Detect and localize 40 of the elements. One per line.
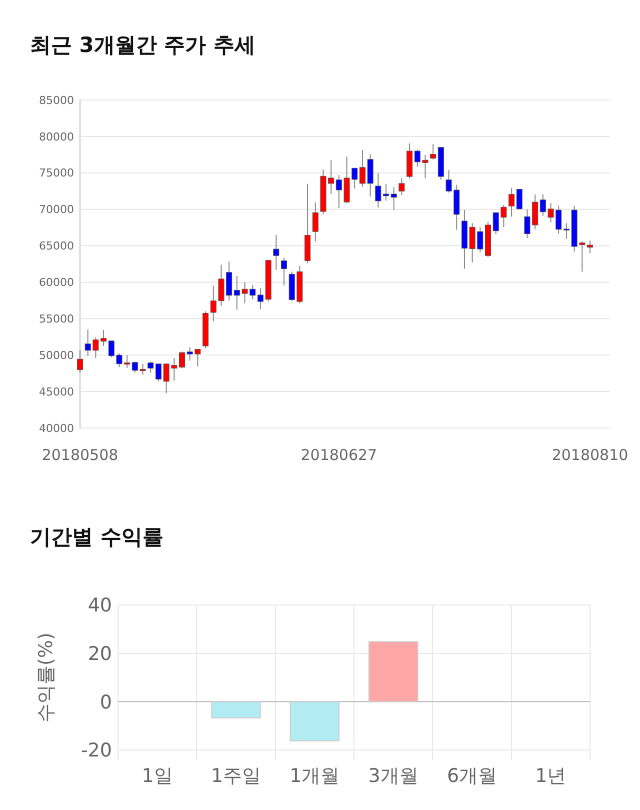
x-tick-label: 1년 xyxy=(535,765,566,787)
y-tick-label: 40000 xyxy=(39,422,74,435)
y-tick-label: 70000 xyxy=(39,203,74,216)
candlestick xyxy=(390,186,397,211)
chart-title: 기간별 수익률 xyxy=(30,525,164,549)
y-tick-label: 85000 xyxy=(39,94,74,107)
x-tick-label: 20180508 xyxy=(42,446,118,464)
y-tick-label: 0 xyxy=(100,691,112,714)
y-tick-label: 65000 xyxy=(39,240,74,253)
y-tick-label: -20 xyxy=(80,740,112,762)
candlestick xyxy=(383,183,389,202)
candlestick xyxy=(508,188,515,218)
y-axis-title: 수익률(%) xyxy=(35,632,57,722)
candlestick xyxy=(516,189,522,210)
y-tick-label: 45000 xyxy=(39,385,74,398)
x-tick-label: 6개월 xyxy=(446,765,498,787)
y-tick-label: 40 xyxy=(88,594,112,617)
x-tick-label: 3개월 xyxy=(368,765,418,787)
candlestick xyxy=(179,350,185,369)
chart-title: 최근 3개월간 주가 추세 xyxy=(30,33,256,57)
candlestick xyxy=(148,361,154,374)
x-tick-label: 1주일 xyxy=(210,765,262,787)
x-tick-label: 20180627 xyxy=(300,446,378,464)
y-tick-label: 50000 xyxy=(39,348,74,362)
y-tick-label: 20 xyxy=(88,642,112,665)
candlestick xyxy=(375,172,382,208)
x-tick-label: 20180810 xyxy=(552,446,628,464)
candlestick xyxy=(77,350,83,374)
x-tick-label: 1일 xyxy=(142,765,173,787)
candlestick xyxy=(273,234,280,270)
y-tick-label: 55000 xyxy=(39,312,74,326)
candlestick xyxy=(398,178,405,196)
y-tick-label: 75000 xyxy=(39,166,74,180)
y-tick-label: 60000 xyxy=(39,276,74,290)
candlestick xyxy=(312,202,318,242)
x-tick-label: 1개월 xyxy=(290,765,340,787)
y-tick-label: 80000 xyxy=(39,130,74,144)
candlestick xyxy=(430,144,436,160)
candlestick xyxy=(281,256,287,286)
candlestick xyxy=(587,240,593,254)
